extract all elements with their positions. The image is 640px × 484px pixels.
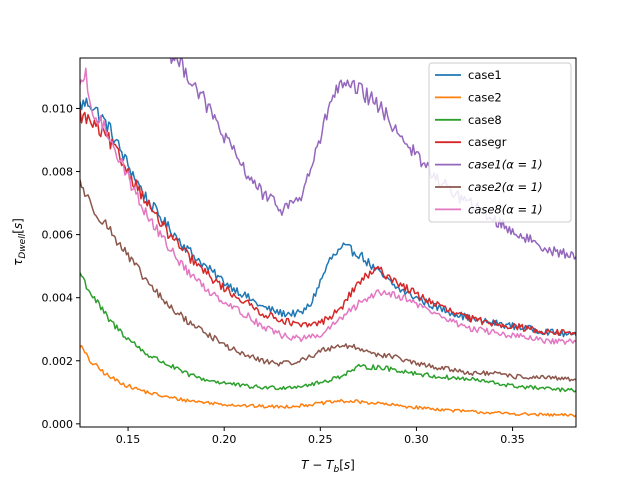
series-line-4: [169, 58, 576, 260]
y-axis: 0.000 0.002 0.004 0.006 0.008 0.010: [42, 102, 80, 431]
y-tick-label: 0.010: [42, 102, 74, 115]
x-tick-label: 0.30: [404, 433, 429, 446]
y-tick-label: 0.002: [42, 355, 74, 368]
series-line-6: [80, 67, 576, 345]
legend-box: [428, 62, 572, 223]
y-tick-label: 0.006: [42, 229, 74, 242]
series-line-3: [80, 109, 576, 336]
series-line-2: [80, 272, 576, 393]
x-tick-label: 0.35: [500, 433, 525, 446]
y-tick-label: 0.008: [42, 166, 74, 179]
plot-frame: [79, 57, 577, 428]
legend-label: case2: [468, 90, 502, 104]
y-axis-label: τDwell[s]: [11, 218, 28, 266]
x-axis-label: T − Tb[s]: [301, 458, 355, 475]
x-tick-label: 0.20: [212, 433, 237, 446]
series-line-1: [80, 344, 576, 418]
x-axis: 0.15 0.20 0.25 0.30 0.35: [116, 427, 525, 446]
legend-label: casegr: [468, 135, 507, 149]
legend-label: case1: [468, 68, 502, 82]
legend-label: case8(α = 1): [468, 202, 543, 216]
legend-label: case2(α = 1): [468, 180, 543, 194]
legend-label: case1(α = 1): [468, 158, 543, 172]
series-line-5: [80, 179, 576, 382]
x-tick-label: 0.15: [116, 433, 141, 446]
legend: case1 case2 case8 casegr case1(α = 1) case2(α…: [428, 62, 572, 223]
legend-label: case8: [468, 113, 502, 127]
series-layer: [80, 58, 576, 418]
y-tick-label: 0.004: [42, 292, 74, 305]
y-tick-label: 0.000: [42, 418, 74, 431]
x-tick-label: 0.25: [308, 433, 333, 446]
